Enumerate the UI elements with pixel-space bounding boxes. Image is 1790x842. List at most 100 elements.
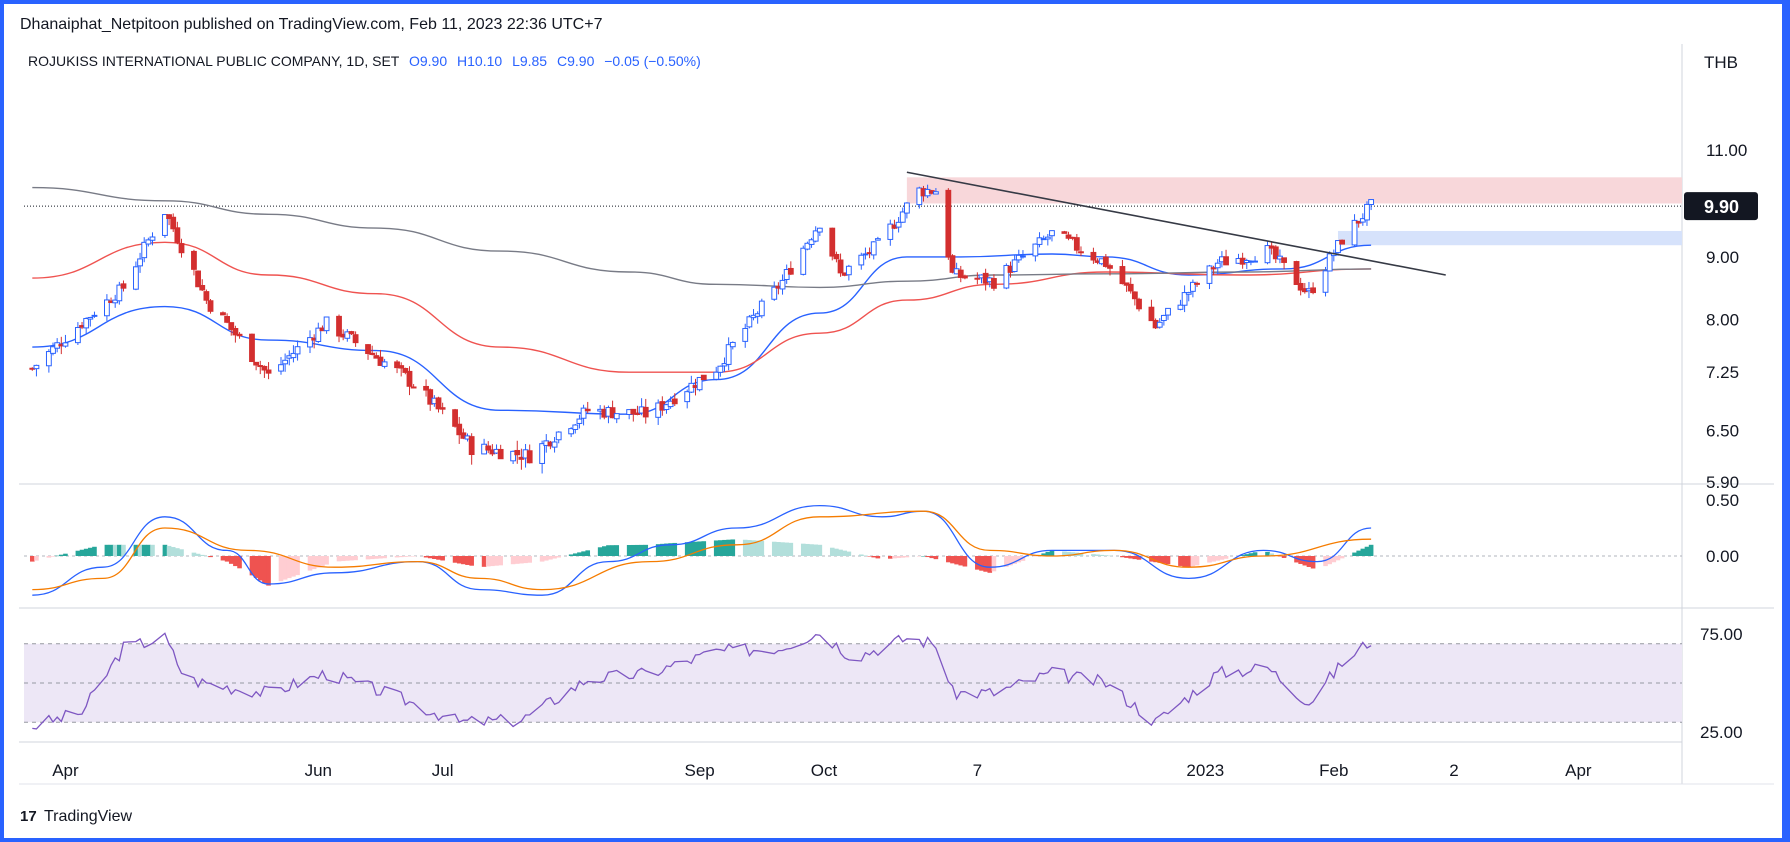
macd-histogram-bar [697, 541, 702, 556]
candle-body [1206, 265, 1213, 284]
macd-histogram-bar [991, 556, 997, 572]
symbol-legend[interactable]: ROJUKISS INTERNATIONAL PUBLIC COMPANY, 1… [28, 53, 701, 69]
candle-body [323, 316, 330, 332]
candle-body [1061, 231, 1068, 234]
macd-histogram-bar [88, 547, 93, 556]
candle-body [771, 286, 778, 300]
macd-histogram-bar [1281, 556, 1287, 558]
candle-body [526, 450, 533, 464]
candle-body [377, 356, 384, 366]
macd-histogram-bar [842, 550, 848, 556]
candle-body [236, 333, 243, 337]
candle-body [1335, 240, 1341, 254]
candle-body [439, 407, 446, 410]
macd-histogram-bar [1095, 554, 1100, 556]
candle-body [609, 407, 616, 419]
candle-body [1136, 298, 1142, 310]
candle-body [887, 223, 894, 240]
candle-body [1210, 267, 1217, 270]
ohlc-low: L9.85 [512, 53, 547, 69]
macd-histogram-bar [436, 556, 441, 560]
macd-histogram-bar [1327, 556, 1332, 565]
candle-body [427, 389, 434, 405]
candle-body [804, 242, 811, 250]
macd-histogram-bar [875, 556, 881, 559]
macd-histogram-bar [440, 556, 445, 561]
macd-histogram-bar [664, 543, 669, 556]
chart-frame: 11.00 9.00 8.00 7.25 6.50 5.90 9.90 0.50 0.00 75.… [4, 4, 1782, 838]
candle-body [812, 230, 819, 242]
macd-histogram-bar [461, 556, 466, 565]
candle-body [1351, 219, 1358, 246]
moving-average-2 [32, 241, 1372, 373]
candle-body [568, 428, 575, 435]
candle-body [1156, 321, 1163, 328]
macd-histogram-bar [1277, 556, 1283, 557]
price-tick-label: 7.25 [1706, 363, 1739, 382]
chart-canvas[interactable]: 11.00 9.00 8.00 7.25 6.50 5.90 9.90 0.50 0.00 75.… [4, 4, 1782, 838]
candle-body [717, 365, 724, 373]
macd-histogram-bar [684, 542, 690, 556]
candle-body [120, 283, 127, 289]
rsi-tick-label: 75.00 [1700, 625, 1743, 644]
macd-histogram-bar [1356, 550, 1361, 556]
macd-histogram-bar [1157, 556, 1163, 563]
candle-body [787, 267, 794, 275]
macd-histogram-bar [349, 556, 354, 561]
macd-histogram-bar [631, 544, 636, 556]
macd-histogram-bar [933, 556, 939, 560]
macd-histogram-bar [1078, 553, 1084, 556]
macd-histogram-bar [485, 556, 491, 567]
macd-layer [24, 504, 1682, 596]
macd-histogram-bar [1335, 556, 1341, 561]
macd-histogram-bar [1045, 551, 1051, 556]
candle-body [112, 299, 119, 304]
candle-body [178, 243, 185, 254]
price-tick-label: 9.00 [1706, 248, 1739, 267]
descending-trendline [906, 171, 1446, 276]
macd-histogram-bar [432, 556, 437, 559]
candle-body [779, 279, 786, 290]
candle-body [369, 352, 376, 355]
ohlc-open: O9.90 [409, 53, 447, 69]
candle-body [195, 270, 201, 288]
candle-body [816, 227, 823, 233]
candle-body [725, 344, 732, 365]
candle-body [945, 189, 952, 258]
macd-histogram-bar [1128, 556, 1134, 559]
time-tick-label: Jun [305, 761, 332, 780]
trendline-layer [906, 171, 1446, 276]
macd-histogram-bar [237, 556, 242, 569]
brand-label[interactable]: TradingView [44, 808, 132, 825]
macd-histogram-bar [1244, 554, 1250, 556]
macd-histogram-bar [730, 539, 736, 556]
macd-histogram-bar [614, 545, 620, 556]
tradingview-logo-icon[interactable]: 17 [20, 808, 37, 825]
macd-histogram-bar [817, 544, 823, 556]
macd-histogram-bar [1107, 555, 1113, 557]
macd-histogram-bar [220, 556, 226, 561]
support-zone [1337, 230, 1682, 246]
macd-histogram-bar [469, 556, 474, 566]
candle-body [584, 408, 591, 412]
macd-histogram-bar [204, 556, 209, 557]
candle-body [294, 346, 301, 355]
macd-histogram-bar [1269, 553, 1274, 556]
ohlc-change: −0.05 (−0.50%) [604, 53, 701, 69]
candle-body [394, 361, 400, 369]
candle-body [456, 423, 463, 436]
rsi-tick-label: 25.00 [1700, 723, 1743, 742]
time-tick-label: Jul [432, 761, 454, 780]
macd-histogram-bar [324, 556, 329, 565]
candle-body [1293, 261, 1300, 285]
macd-histogram-bar [191, 552, 197, 556]
macd-histogram-bar [150, 544, 155, 556]
macd-histogram-bar [411, 556, 416, 557]
macd-histogram-bar [336, 556, 342, 562]
macd-histogram-bar [983, 556, 988, 572]
macd-histogram-bar [1207, 556, 1212, 563]
candle-body [1223, 256, 1229, 266]
macd-histogram-bar [946, 556, 951, 563]
macd-histogram-bar [378, 556, 383, 559]
candle-body [224, 316, 231, 323]
